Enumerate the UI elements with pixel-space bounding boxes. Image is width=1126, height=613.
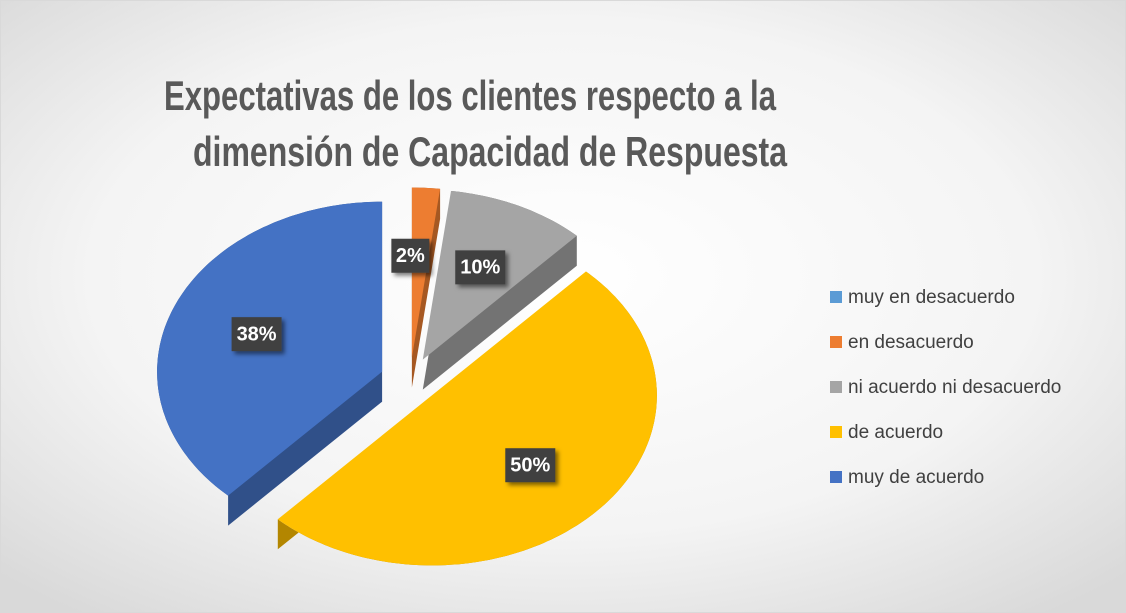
chart-title: Expectativas de los clientes respecto a … [164,72,776,119]
data-label: 38% [237,323,277,345]
legend-swatch [830,381,842,393]
legend-label: de acuerdo [848,422,943,443]
slice [277,271,657,566]
legend-label: en desacuerdo [848,332,974,353]
legend-swatch [830,471,842,483]
data-label: 10% [460,257,500,279]
data-label: 50% [510,455,550,477]
legend-swatch [830,291,842,303]
legend-label: ni acuerdo ni desacuerdo [848,377,1061,398]
data-label: 2% [396,245,425,267]
legend-label: muy en desacuerdo [848,287,1015,308]
data-label-box [231,317,282,352]
data-label-box [391,238,430,273]
legend-swatch [830,336,842,348]
chart-title: dimensión de Capacidad de Respuesta [193,128,787,175]
data-label-box [505,448,556,483]
legend-swatch [830,426,842,438]
legend-label: muy de acuerdo [848,467,984,488]
data-label-box [455,250,506,285]
